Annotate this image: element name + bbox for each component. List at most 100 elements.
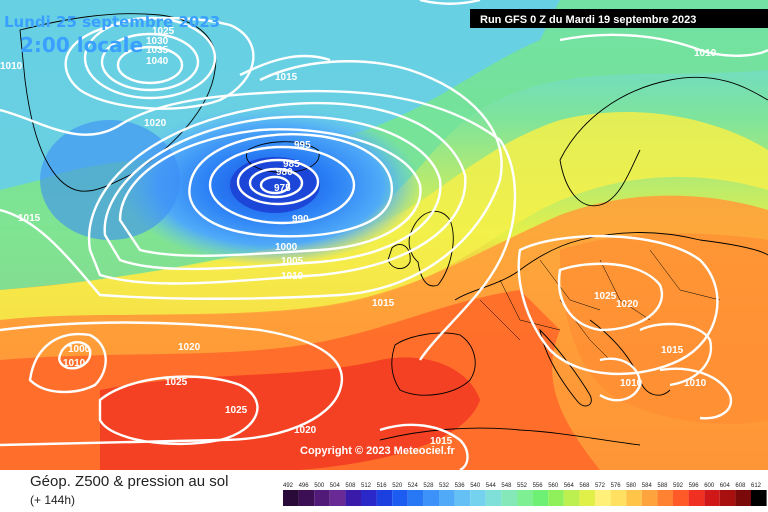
isobar-label: 1015: [18, 213, 41, 224]
isobar-1015-ne-arc: [419, 0, 481, 5]
isobar-1015-south: [379, 423, 469, 472]
isobar-label: 1015: [430, 436, 453, 447]
legend-swatch: [641, 490, 658, 506]
map-subtitle: (+ 144h): [30, 493, 75, 507]
legend-swatch: [361, 490, 377, 506]
legend-swatch: [376, 490, 393, 506]
color-legend: 492 496 500 504 508 512 516 520 524 528 532 536 540 5…: [283, 483, 767, 506]
legend-swatch: [314, 490, 330, 506]
legend-swatch: [657, 490, 673, 506]
isobars: [0, 0, 768, 470]
isobar-label: 1025: [225, 405, 248, 416]
isobar-label: 980: [276, 167, 293, 178]
legend-swatch: [454, 490, 471, 506]
iberia-coast: [391, 332, 476, 396]
isobar-label: 1040: [146, 56, 169, 67]
isobar-1040: [116, 45, 184, 85]
copyright: Copyright © 2023 Meteociel.fr: [300, 445, 456, 457]
legend-tick-label: 556: [533, 483, 544, 489]
isobar-995: [188, 133, 393, 238]
isobar-1000: [118, 128, 422, 257]
legend-tick-label: 528: [423, 483, 434, 489]
legend-tick-label: 572: [595, 483, 606, 489]
legend-tick-label: 524: [408, 483, 419, 489]
scandinavia-coast: [559, 76, 768, 207]
ireland-coast: [387, 244, 411, 269]
isobar-label: 1005: [281, 256, 304, 267]
isobar-1010-ne: [559, 33, 768, 57]
isobar-1015: [0, 60, 503, 300]
legend-tick-label: 584: [642, 483, 653, 489]
legend-swatch: [626, 490, 642, 506]
isobar-985: [236, 158, 320, 206]
legend-tick-label: 592: [673, 483, 684, 489]
legend-tick-label: 576: [611, 483, 622, 489]
legend-swatch: [423, 490, 439, 506]
isobar-label: 1025: [165, 377, 188, 388]
legend-swatch: [517, 490, 533, 506]
isobar-label: 1030: [146, 36, 169, 47]
forecast-time: 2:00 locale: [20, 33, 143, 57]
isobar-label: 1035: [146, 45, 169, 56]
legend-tick-label: 604: [720, 483, 731, 489]
legend-tick-label: 564: [564, 483, 575, 489]
legend-tick-label: 608: [735, 483, 746, 489]
legend-tick-label: 532: [439, 483, 450, 489]
border-line: [479, 249, 721, 361]
legend-swatch: [595, 490, 611, 506]
legend-swatch: [704, 490, 720, 506]
africa-coast: [379, 427, 641, 446]
legend-swatch: [470, 490, 486, 506]
isobar-label: 1010: [63, 358, 86, 369]
isobar-1015-n: [239, 54, 331, 77]
isobar-label: 975: [274, 183, 291, 194]
isobar-label: 1020: [144, 118, 167, 129]
isobar-1010-se2: [659, 367, 733, 420]
legend-tick-label: 552: [517, 483, 528, 489]
europe-coast: [454, 232, 768, 301]
isobar-1025-s: [98, 375, 259, 446]
legend-tick-label: 496: [299, 483, 310, 489]
isobar-labels: 1025 1030 1035 1040 1010 1015 1020 1015 …: [0, 26, 717, 447]
legend-swatch: [688, 490, 705, 506]
isobar-1020-sw: [0, 321, 343, 447]
isobar-1025-greenland: [64, 16, 255, 110]
greenland-trough: [40, 120, 180, 240]
isobar-1025-e: [557, 262, 663, 332]
legend-tick-label: 612: [751, 483, 762, 489]
legend-swatch: [345, 490, 361, 506]
isobar-label: 995: [294, 140, 311, 151]
legend-swatch: [751, 490, 767, 506]
isobar-label: 1020: [294, 425, 317, 436]
isobar-1015-e: [639, 322, 713, 387]
legend-swatch: [735, 490, 751, 506]
legend-swatch: [532, 490, 549, 506]
z500-band-deep-red: [100, 357, 480, 470]
legend-tick-label: 596: [689, 483, 700, 489]
isobar-label: 1015: [661, 345, 684, 356]
legend-swatch: [439, 490, 455, 506]
isobar-975: [259, 175, 291, 195]
legend-swatch: [329, 490, 346, 506]
isobar-label: 1010: [620, 378, 643, 389]
isobar-label: 1015: [372, 298, 395, 309]
legend-swatch: [548, 490, 564, 506]
legend-swatch: [579, 490, 595, 506]
legend-swatch: [501, 490, 517, 506]
isobar-label: 1000: [275, 242, 298, 253]
isobar-980: [248, 167, 304, 199]
legend-tick-label: 504: [330, 483, 341, 489]
legend-tick-label: 544: [486, 483, 497, 489]
isobar-label: 1010: [0, 61, 23, 72]
isobar-label: 990: [292, 214, 309, 225]
legend-swatch: [283, 490, 299, 506]
isobar-1000-w: [58, 341, 92, 370]
isobar-1035: [100, 32, 200, 92]
isobar-1020-e: [517, 234, 719, 376]
isobar-1005: [103, 115, 442, 271]
legend-tick-label: 520: [392, 483, 403, 489]
borders: [479, 249, 721, 361]
isobar-label: 1020: [616, 299, 639, 310]
